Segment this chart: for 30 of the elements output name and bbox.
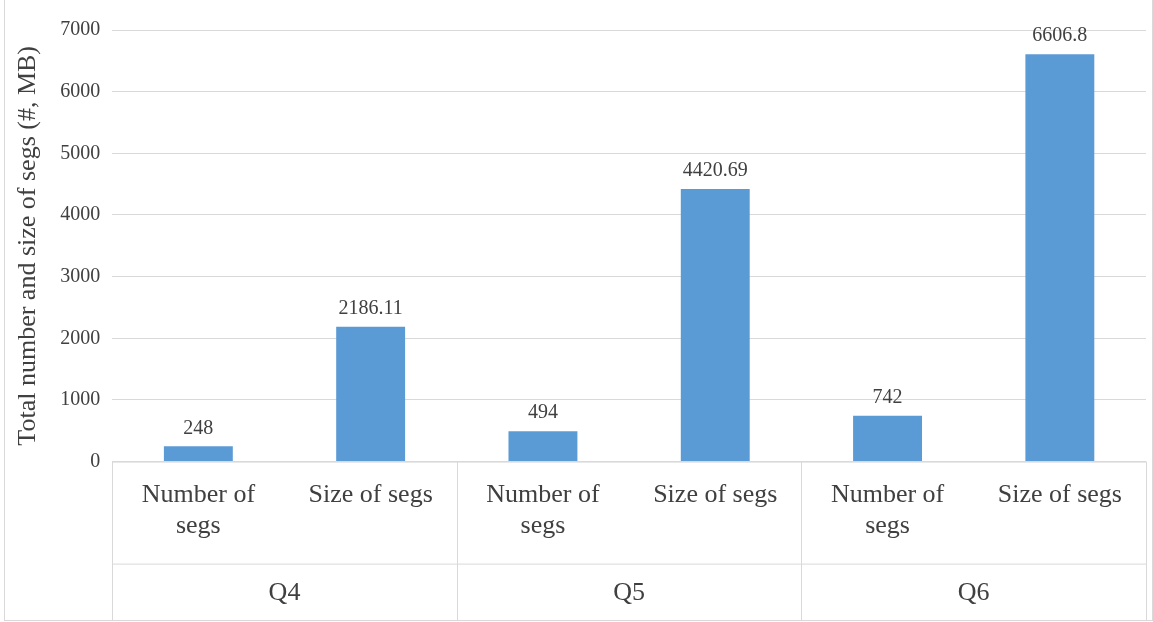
data-label: 4420.69 (682, 158, 748, 181)
y-tick-label: 0 (90, 448, 101, 471)
data-label: 248 (183, 415, 214, 438)
y-tick-label: 6000 (60, 78, 101, 101)
x-tick-label: Size of segs (653, 479, 778, 509)
bar (508, 431, 578, 462)
y-tick-label: 1000 (60, 387, 101, 410)
y-tick-label: 5000 (60, 140, 101, 163)
y-axis-title: Total number and size of segs (#, MB) (12, 45, 42, 446)
bar (1025, 54, 1095, 462)
bar (853, 415, 923, 462)
y-tick-label: 4000 (60, 202, 101, 225)
x-tick-label: Number of segs (486, 479, 600, 540)
bar (163, 446, 233, 462)
data-label: 494 (527, 400, 558, 423)
data-label: 742 (872, 385, 903, 408)
text: Q6 (957, 577, 990, 607)
text: Q5 (613, 577, 645, 607)
data-label: 2186.11 (338, 296, 403, 319)
y-tick-label: 3000 (60, 263, 101, 286)
data-label: 6606.8 (1032, 23, 1088, 46)
text: Q4 (268, 577, 301, 607)
x-tick-label: Number of segs (830, 479, 945, 540)
x-tick-label: Size of segs (997, 479, 1122, 509)
y-tick-label: 7000 (60, 17, 101, 40)
x-tick-label: Size of segs (308, 479, 433, 509)
y-tick-label: 2000 (60, 325, 101, 348)
bar (680, 189, 750, 462)
bar (336, 326, 406, 462)
x-tick-label: Number of segs (141, 479, 256, 540)
